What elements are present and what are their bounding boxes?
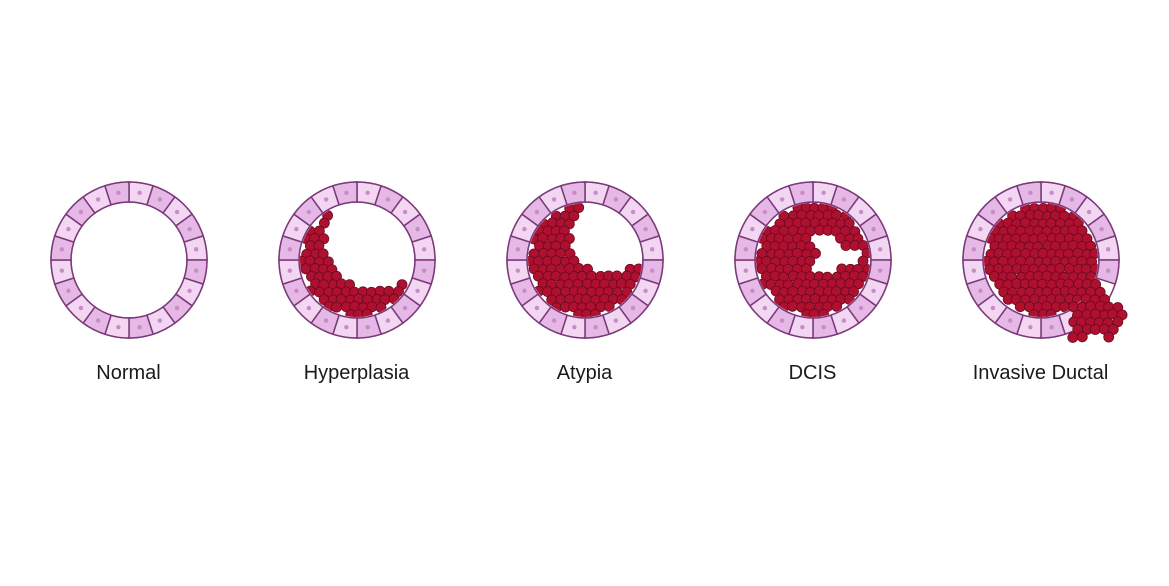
stage-atypia: Atypia <box>495 170 675 385</box>
duct-invasive <box>951 170 1131 350</box>
stage-label: Invasive Ductal <box>973 362 1109 385</box>
stage-label: DCIS <box>789 362 837 385</box>
duct-dcis <box>723 170 903 350</box>
stage-normal: Normal <box>39 170 219 385</box>
stage-invasive: Invasive Ductal <box>951 170 1131 385</box>
stage-label: Normal <box>96 362 160 385</box>
duct-hyper <box>267 170 447 350</box>
stage-label: Atypia <box>557 362 613 385</box>
duct-normal <box>39 170 219 350</box>
diagram-row: Normal Hyperplasia Atypia DCIS Invasive Duct… <box>0 0 1169 385</box>
stage-label: Hyperplasia <box>304 362 410 385</box>
stage-dcis: DCIS <box>723 170 903 385</box>
duct-atypia <box>495 170 675 350</box>
stage-hyper: Hyperplasia <box>267 170 447 385</box>
